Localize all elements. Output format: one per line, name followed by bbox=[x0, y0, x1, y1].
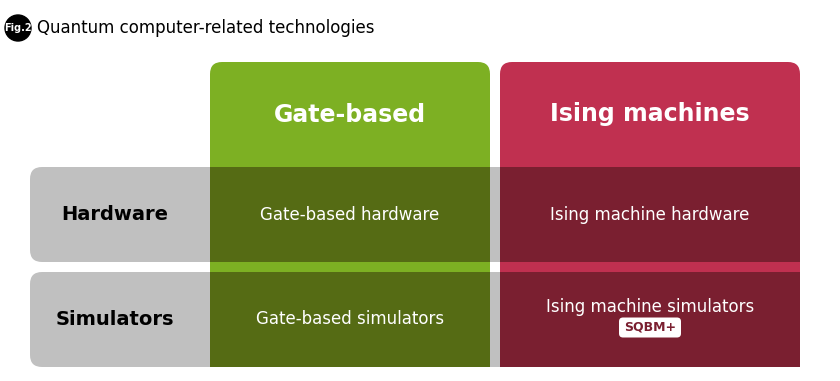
Text: Gate-based: Gate-based bbox=[274, 102, 426, 126]
Text: Gate-based simulators: Gate-based simulators bbox=[256, 311, 444, 328]
FancyBboxPatch shape bbox=[500, 167, 800, 262]
FancyBboxPatch shape bbox=[210, 167, 490, 262]
Text: Ising machines: Ising machines bbox=[550, 102, 750, 126]
Circle shape bbox=[5, 15, 31, 41]
FancyBboxPatch shape bbox=[210, 62, 490, 356]
Text: Hardware: Hardware bbox=[61, 205, 169, 224]
Text: Ising machine simulators: Ising machine simulators bbox=[546, 298, 754, 317]
FancyBboxPatch shape bbox=[30, 167, 800, 262]
Text: Gate-based hardware: Gate-based hardware bbox=[260, 205, 439, 224]
FancyBboxPatch shape bbox=[30, 272, 800, 367]
Text: SQBM+: SQBM+ bbox=[624, 321, 676, 334]
FancyBboxPatch shape bbox=[619, 317, 681, 338]
FancyBboxPatch shape bbox=[500, 272, 800, 367]
Text: Ising machine hardware: Ising machine hardware bbox=[550, 205, 749, 224]
FancyBboxPatch shape bbox=[210, 272, 490, 367]
FancyBboxPatch shape bbox=[500, 62, 800, 356]
Text: Fig.2: Fig.2 bbox=[4, 23, 32, 33]
Text: Quantum computer-related technologies: Quantum computer-related technologies bbox=[37, 19, 375, 37]
Text: Simulators: Simulators bbox=[55, 310, 174, 329]
